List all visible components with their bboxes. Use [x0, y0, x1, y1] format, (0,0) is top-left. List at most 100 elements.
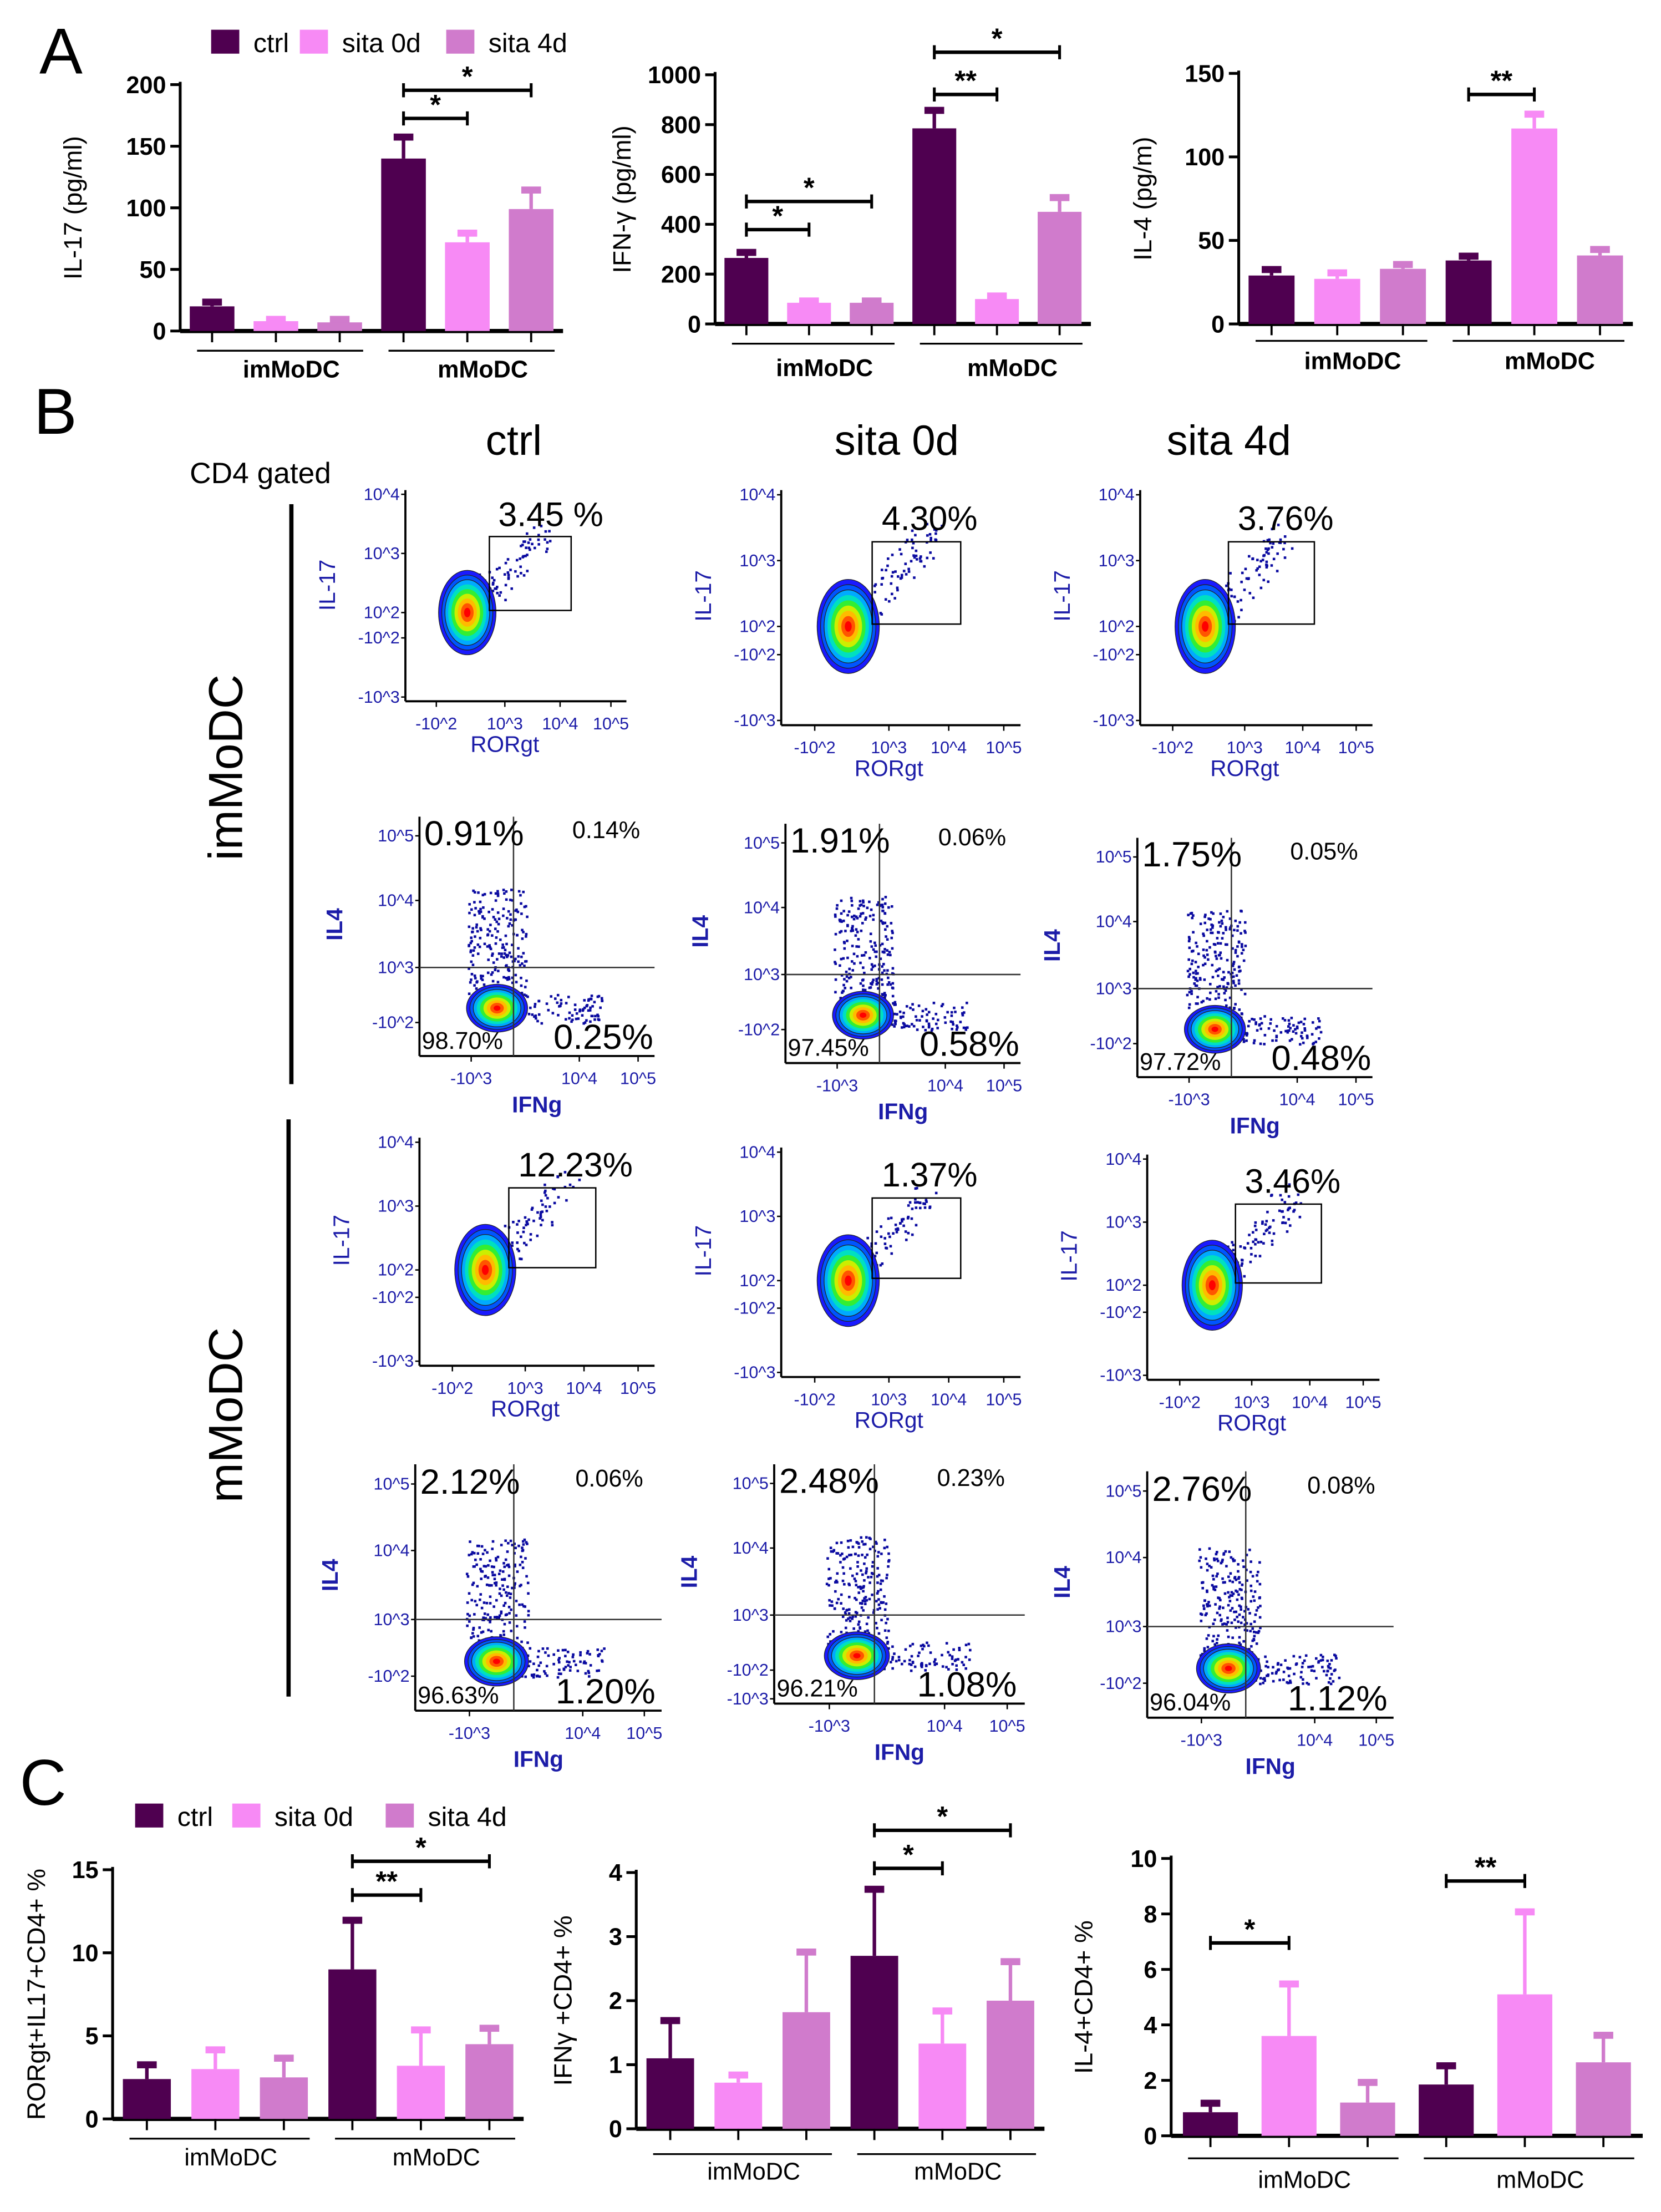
event-dot [1279, 538, 1282, 541]
event-dot [1258, 565, 1261, 569]
event-dot [891, 554, 894, 556]
event-dot [894, 1223, 897, 1226]
event-dot [947, 1651, 949, 1654]
event-dot [870, 982, 872, 985]
event-dot [1220, 1618, 1223, 1621]
event-dot [905, 1239, 908, 1241]
event-dot [496, 894, 500, 897]
y-axis-label: IL-17 [1056, 1230, 1082, 1282]
event-dot [1258, 1616, 1262, 1619]
axis-tick-label: -10^3 [1093, 711, 1135, 730]
bar-ctrl-mMoDC [1445, 260, 1492, 324]
event-dot [1220, 919, 1223, 922]
event-dot [944, 1021, 947, 1024]
event-dot [880, 1601, 882, 1604]
event-dot [881, 942, 884, 946]
event-dot [1263, 1033, 1267, 1037]
event-dot [468, 992, 471, 995]
event-dot [901, 1218, 903, 1221]
event-dot [1240, 1605, 1242, 1609]
error-cap [987, 292, 1007, 300]
event-dot [520, 1640, 523, 1643]
event-dot [923, 565, 926, 568]
event-dot [927, 1644, 930, 1647]
event-dot [503, 1565, 506, 1569]
event-dot [529, 1239, 532, 1241]
event-dot [517, 1544, 520, 1548]
event-dot [1254, 1021, 1257, 1024]
event-dot [1283, 556, 1287, 559]
event-dot [507, 969, 511, 972]
event-dot [1313, 1670, 1316, 1673]
event-dot [875, 950, 878, 953]
event-dot [494, 899, 497, 902]
event-dot [1238, 1613, 1241, 1616]
event-dot [1202, 954, 1205, 957]
event-dot [476, 943, 480, 946]
event-dot [870, 908, 873, 911]
legend-label-sita0: sita 0d [275, 1802, 353, 1832]
event-dot [1286, 1681, 1288, 1684]
event-dot [1202, 1607, 1206, 1610]
event-dot [855, 1541, 859, 1544]
event-dot [519, 964, 522, 967]
event-dot [526, 554, 529, 556]
event-dot [1253, 1635, 1256, 1637]
event-dot [1251, 557, 1254, 561]
event-dot [861, 1599, 865, 1602]
event-dot [473, 914, 476, 917]
legend-swatch-ctrl [135, 1803, 164, 1828]
event-dot [556, 993, 560, 997]
event-dot [485, 1601, 489, 1605]
event-dot [1208, 998, 1211, 1001]
x-axis-label: IFNg [512, 1092, 562, 1117]
event-dot [957, 1658, 959, 1661]
event-dot [1248, 1549, 1251, 1551]
quadrant-lower-left: 96.63% [418, 1682, 499, 1709]
axis-tick-label: -10^2 [794, 738, 835, 757]
bar-sita4d-mMoDC [465, 2044, 514, 2119]
event-dot [1269, 541, 1272, 545]
bar-ctrl-mMoDC [1419, 2084, 1474, 2136]
axis-tick-label: 10^4 [566, 1379, 602, 1398]
event-dot [926, 534, 929, 537]
event-dot [526, 995, 529, 998]
event-dot [1245, 1554, 1248, 1556]
event-dot [509, 1596, 512, 1599]
event-dot [504, 948, 507, 952]
event-dot [479, 1567, 482, 1571]
event-dot [1243, 1628, 1247, 1632]
significance-label: * [992, 23, 1003, 54]
event-dot [473, 891, 476, 894]
event-dot [1241, 1262, 1244, 1265]
event-dot [908, 1025, 911, 1028]
event-dot [914, 534, 917, 537]
event-dot [854, 1580, 857, 1582]
event-dot [480, 1545, 484, 1548]
quadrant-lower-left: 96.21% [776, 1675, 857, 1702]
error-cap [932, 2007, 953, 2015]
event-dot [873, 964, 876, 967]
event-dot [1229, 1609, 1232, 1612]
significance-bracket: * [402, 60, 533, 98]
event-dot [1269, 1018, 1272, 1021]
event-dot [839, 920, 842, 923]
event-dot [545, 1665, 548, 1668]
event-dot [916, 1186, 918, 1190]
axis-tick-label: 10^3 [1096, 979, 1132, 998]
event-dot [527, 546, 531, 550]
event-dot [1299, 1676, 1303, 1679]
event-dot [1255, 1642, 1258, 1645]
event-dot [1250, 1253, 1253, 1256]
event-dot [548, 530, 551, 532]
density-contour [494, 1005, 501, 1011]
event-dot [857, 1586, 860, 1589]
event-dot [1299, 1043, 1302, 1046]
event-dot [890, 1216, 893, 1220]
event-dot [1287, 1207, 1291, 1210]
event-dot [911, 1003, 914, 1006]
event-dot [1192, 971, 1195, 975]
event-dot [1245, 1039, 1248, 1042]
event-dot [1224, 1550, 1227, 1553]
event-dot [1216, 968, 1220, 971]
